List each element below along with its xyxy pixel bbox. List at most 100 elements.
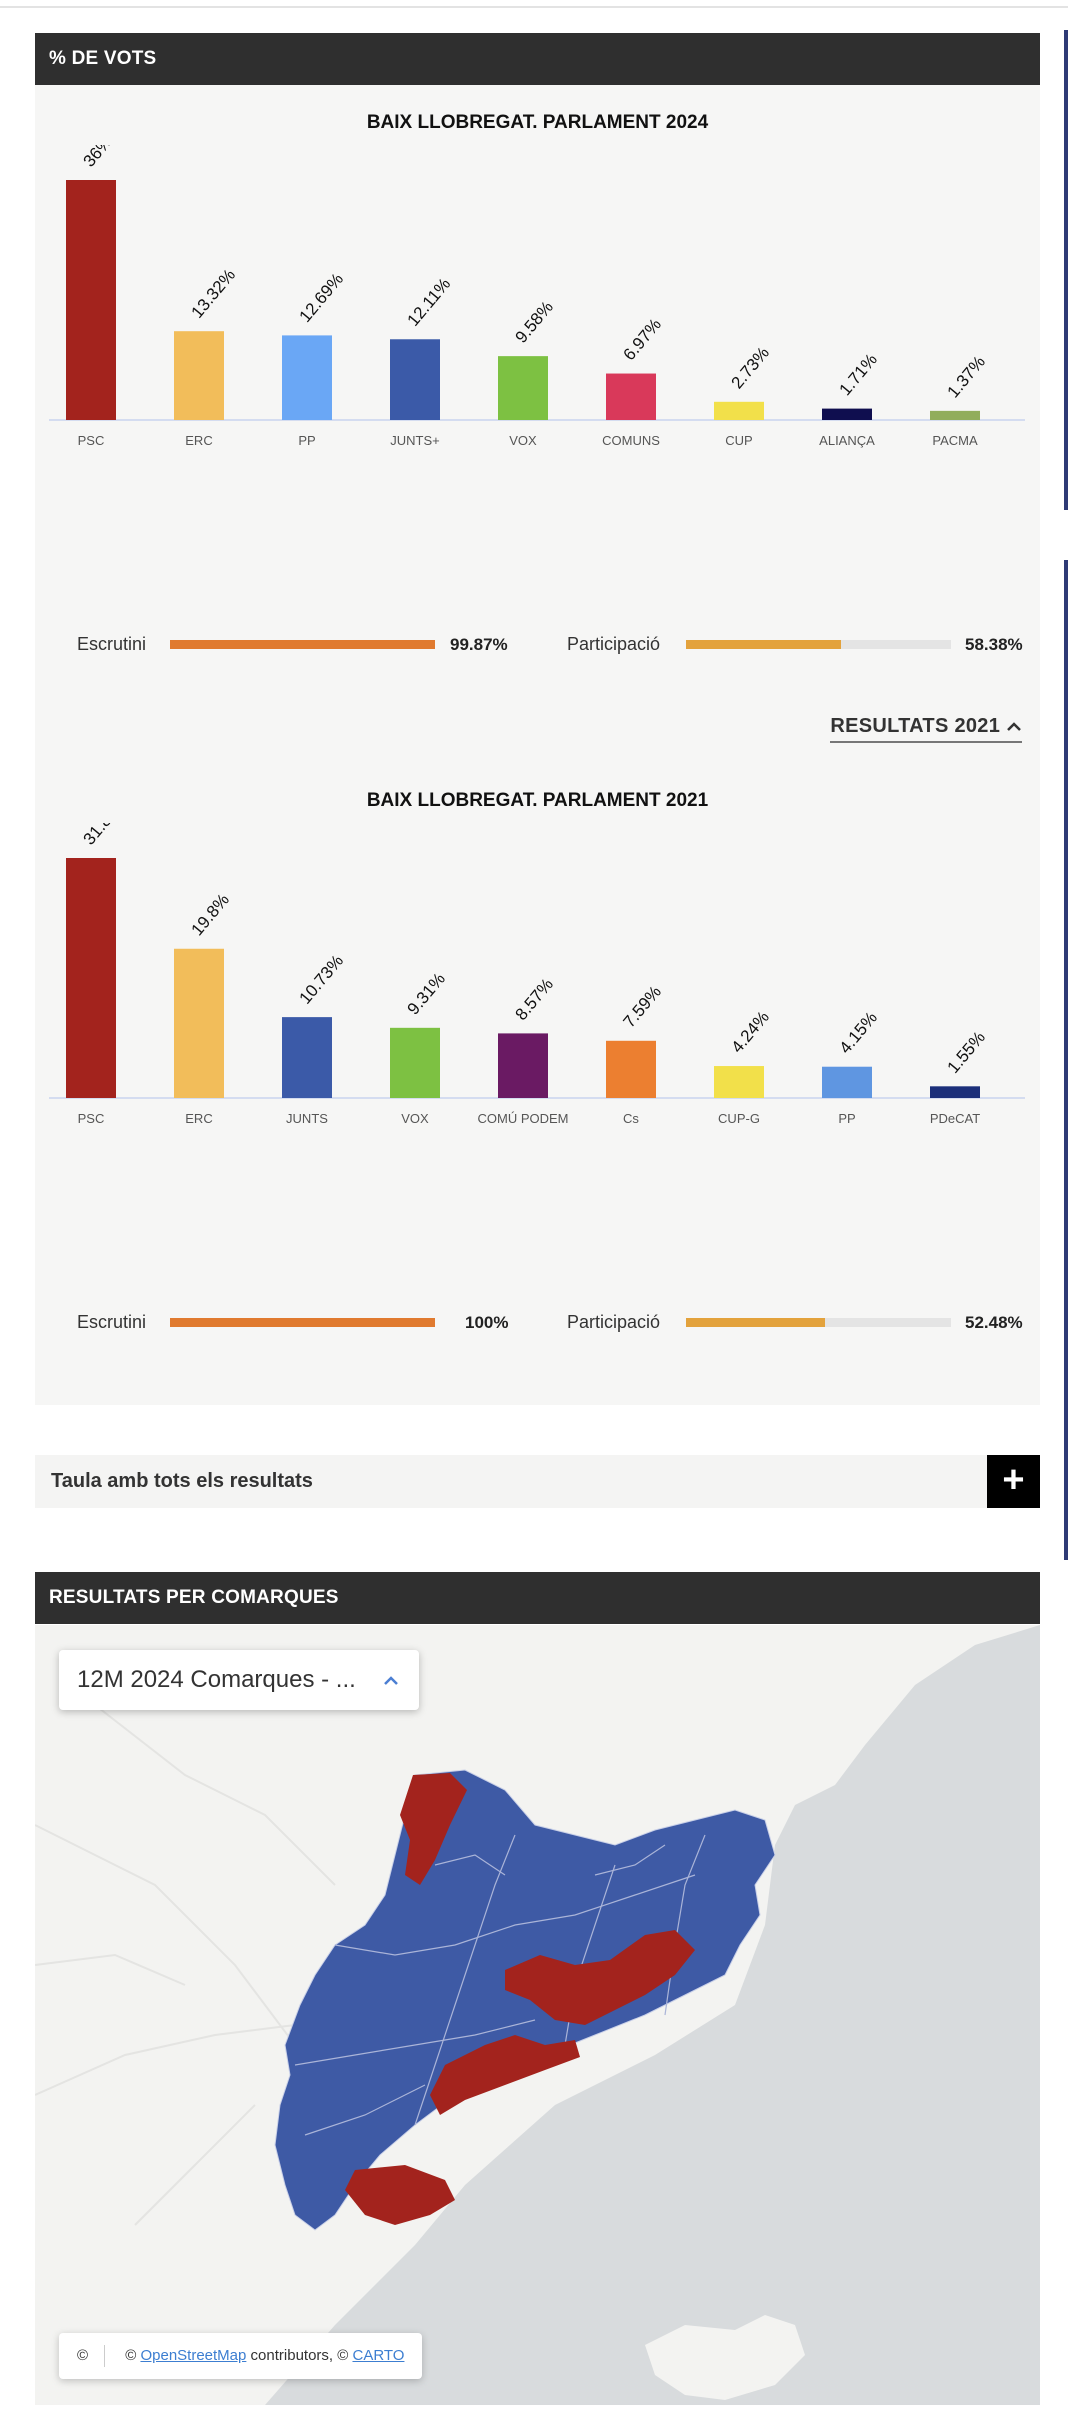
category-label: VOX (401, 1111, 429, 1126)
chart-title-2024: BAIX LLOBREGAT. PARLAMENT 2024 (366, 112, 709, 133)
openstreetmap-link[interactable]: OpenStreetMap (140, 2347, 247, 2364)
stats-row-2024: Escrutini 99.87% Participació 58.38% (35, 630, 1040, 660)
bar-value-label: 12.69% (296, 270, 348, 326)
bar-value-label: 9.31% (404, 969, 450, 1018)
results-table-toggle[interactable]: Taula amb tots els resultats + (35, 1455, 1040, 1508)
map-section-header: RESULTATS PER COMARQUES (35, 1572, 1040, 1624)
bar-value-label: 13.32% (188, 265, 240, 321)
category-label: ALIANÇA (819, 433, 875, 448)
participacio-value: 58.38% (965, 635, 1023, 654)
bar-value-label: 12.11% (404, 274, 455, 329)
category-label: Cs (623, 1111, 639, 1126)
bar-value-label: 1.71% (836, 350, 882, 399)
region-psc-central (505, 1930, 695, 2025)
escrutini-label: Escrutini (77, 634, 147, 654)
copyright-icon: © (77, 2345, 106, 2367)
island-area (645, 2315, 805, 2400)
category-label: PP (298, 433, 315, 448)
results-2021-label: RESULTATS 2021 (830, 715, 1001, 737)
bar-psc (66, 180, 116, 420)
escrutini-label: Escrutini (77, 1312, 147, 1332)
bar-vox (498, 356, 548, 420)
map-attribution: © © OpenStreetMap contributors, © CARTO (59, 2333, 423, 2379)
sea-area (265, 1625, 1040, 2405)
bar-value-label: 8.57% (512, 975, 558, 1024)
category-label: JUNTS+ (390, 433, 439, 448)
bar-chart-2024: 36% PSC 13.32% ERC 12.69% PP 12.11% JUNTS+ 9.58%… (49, 145, 1025, 448)
comarca-borders (294, 1834, 706, 2136)
bar-value-label: 36% (80, 145, 116, 171)
chart-title-2021: BAIX LLOBREGAT. PARLAMENT 2021 (366, 790, 709, 811)
bar-value-label: 7.59% (620, 982, 666, 1031)
category-label: PSC (78, 433, 105, 448)
chevron-up-icon (383, 1650, 399, 1710)
category-label: ERC (185, 433, 212, 448)
bar-value-label: 2.73% (728, 343, 774, 392)
participacio-fill (686, 640, 841, 649)
category-label: ERC (185, 1111, 212, 1126)
escrutini-value: 99.87% (450, 635, 508, 654)
bar-value-label: 6.97% (620, 315, 666, 364)
bar-junts (282, 1017, 332, 1098)
category-label: COMÚ PODEM (478, 1111, 569, 1126)
bar-psc (66, 858, 116, 1098)
bar-pacma (930, 410, 980, 420)
bar-value-label: 4.15% (836, 1008, 882, 1057)
bar-com-podem (498, 1033, 548, 1098)
category-label: CUP (725, 433, 752, 448)
region-psc-coast (430, 2035, 580, 2115)
bar-value-label: 4.24% (728, 1007, 774, 1056)
escrutini-bar (170, 640, 435, 649)
bar-cs (606, 1040, 656, 1098)
top-divider (0, 6, 1068, 8)
bar-value-label: 9.58% (512, 298, 558, 347)
region-psc-north (400, 1773, 467, 1885)
bar-value-label: 1.55% (944, 1028, 990, 1077)
category-label: CUP-G (718, 1111, 760, 1126)
votes-panel: BAIX LLOBREGAT. PARLAMENT 2024 36% PSC 13.… (35, 85, 1040, 1405)
bar-value-label: 19.8% (188, 890, 234, 939)
bar-chart-2021: 31.84% PSC 19.8% ERC 10.73% JUNTS 9.31% VOX 8.57… (49, 823, 1025, 1126)
bar-vox (390, 1027, 440, 1098)
plus-icon[interactable]: + (987, 1455, 1040, 1508)
attribution-prefix: © (125, 2347, 137, 2364)
bar-value-label: 10.73% (296, 951, 348, 1007)
bar-cup (714, 401, 764, 420)
stats-row-2021: Escrutini 100% Participació 52.48% (35, 1308, 1040, 1338)
category-label: VOX (509, 433, 537, 448)
category-label: PACMA (932, 433, 978, 448)
votes-section-header: % DE VOTS (35, 33, 1040, 85)
participacio-value: 52.48% (965, 1313, 1023, 1332)
category-label: COMUNS (602, 433, 660, 448)
chevron-up-icon (1006, 715, 1022, 737)
participacio-bar (686, 1318, 951, 1327)
bar-junts- (390, 339, 440, 420)
road-lines (35, 1704, 336, 2226)
bar-alian-a (822, 408, 872, 420)
bar-pp (822, 1066, 872, 1098)
map-layer-value: 12M 2024 Comarques - ... (77, 1666, 356, 1693)
map-canvas (35, 1625, 1040, 2405)
bar-erc (174, 331, 224, 420)
participacio-fill (686, 1318, 826, 1327)
category-label: PP (838, 1111, 855, 1126)
category-label: PDeCAT (930, 1111, 980, 1126)
bar-pp (282, 335, 332, 420)
carto-link[interactable]: CARTO (352, 2347, 405, 2364)
sidebar-strip (1064, 560, 1068, 1560)
bar-erc (174, 948, 224, 1098)
region-psc-south (345, 2165, 455, 2225)
bar-value-label: 1.37% (944, 352, 990, 401)
escrutini-fill (170, 640, 435, 649)
participacio-label: Participació (567, 634, 661, 654)
bar-value-label: 31.84% (80, 823, 132, 849)
results-2021-toggle[interactable]: RESULTATS 2021 (830, 715, 1022, 743)
bar-pdecat (930, 1086, 980, 1098)
comarques-map[interactable]: 12M 2024 Comarques - ... © © OpenStreetM… (35, 1625, 1040, 2405)
escrutini-fill (170, 1318, 435, 1327)
bar-comuns (606, 373, 656, 420)
escrutini-bar (170, 1318, 435, 1327)
map-layer-select[interactable]: 12M 2024 Comarques - ... (59, 1650, 419, 1710)
category-label: JUNTS (286, 1111, 328, 1126)
attribution-middle: contributors, © (250, 2347, 349, 2364)
